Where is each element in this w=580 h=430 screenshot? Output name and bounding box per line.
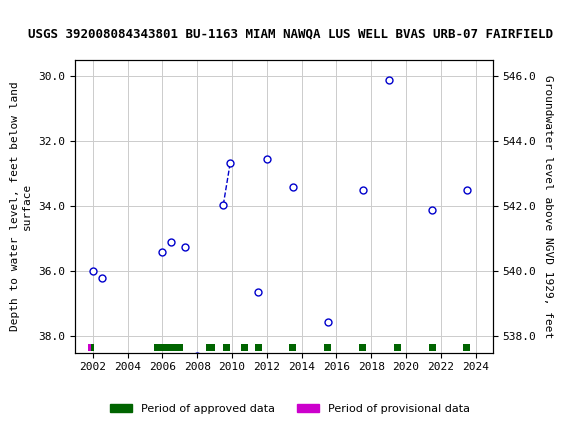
- Y-axis label: Depth to water level, feet below land
surface: Depth to water level, feet below land su…: [10, 82, 32, 331]
- Text: USGS 392008084343801 BU-1163 MIAM NAWQA LUS WELL BVAS URB-07 FAIRFIELD: USGS 392008084343801 BU-1163 MIAM NAWQA …: [27, 28, 553, 41]
- Bar: [206, 344, 215, 351]
- Bar: [255, 344, 262, 351]
- Bar: [154, 344, 183, 351]
- Bar: [241, 344, 248, 351]
- Bar: [88, 344, 91, 351]
- Bar: [289, 344, 296, 351]
- Y-axis label: Groundwater level above NGVD 1929, feet: Groundwater level above NGVD 1929, feet: [543, 75, 553, 338]
- Bar: [394, 344, 401, 351]
- Bar: [324, 344, 331, 351]
- Bar: [463, 344, 470, 351]
- Bar: [91, 344, 93, 351]
- Text: █USGS: █USGS: [12, 9, 61, 29]
- Bar: [223, 344, 230, 351]
- Bar: [429, 344, 436, 351]
- Legend: Period of approved data, Period of provisional data: Period of approved data, Period of provi…: [106, 399, 474, 418]
- Bar: [359, 344, 366, 351]
